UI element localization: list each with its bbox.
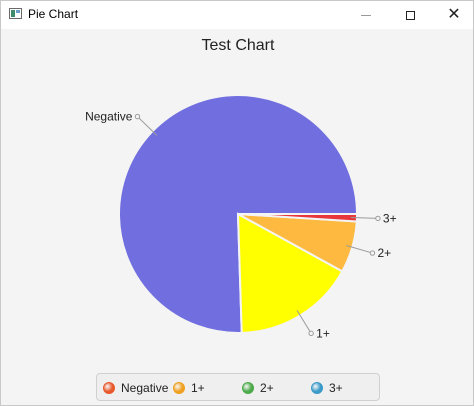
legend-swatch: [103, 382, 115, 394]
pie-label: 3+: [383, 211, 397, 225]
window-title: Pie Chart: [28, 7, 79, 21]
label-leader-dot: [308, 330, 314, 337]
java-app-icon: [9, 8, 22, 19]
legend-label: 1+: [191, 381, 205, 395]
legend-label: 2+: [260, 381, 274, 395]
label-leader-dot: [134, 113, 141, 120]
pie-label: 2+: [377, 246, 391, 260]
minimize-icon: [361, 14, 371, 16]
pie-chart: Test Chart Negative 1+ 2+ 3+: [85, 37, 397, 341]
legend-swatch: [173, 382, 185, 394]
chart-title: Test Chart: [202, 37, 275, 54]
minimize-button[interactable]: [343, 1, 389, 29]
chart-legend: Negative 1+ 2+ 3+: [96, 373, 380, 401]
legend-item-2plus: 2+: [242, 380, 274, 396]
legend-item-3plus: 3+: [311, 380, 343, 396]
pie-label: 1+: [316, 326, 330, 340]
close-button[interactable]: ✕: [431, 1, 474, 29]
label-leader-line: [350, 217, 378, 219]
legend-swatch: [311, 382, 323, 394]
pie-slices: [118, 94, 359, 334]
legend-label: Negative: [121, 381, 169, 395]
legend-item-1plus: 1+: [173, 380, 205, 396]
pie-labels: Negative 1+ 2+ 3+: [85, 110, 397, 341]
label-leader-dot: [369, 250, 376, 256]
label-leader-line: [296, 310, 312, 334]
label-leader-line: [346, 245, 373, 254]
legend-label: 3+: [329, 381, 343, 395]
close-icon: ✕: [447, 6, 461, 23]
maximize-button[interactable]: [387, 1, 433, 29]
title-bar[interactable]: Pie Chart ✕: [1, 1, 473, 29]
maximize-icon: [405, 10, 415, 20]
label-leader-line: [137, 116, 158, 136]
pie-label: Negative: [85, 110, 133, 124]
label-leader-dot: [375, 215, 381, 222]
legend-item-negative: Negative: [103, 380, 168, 396]
legend-swatch: [242, 382, 254, 394]
